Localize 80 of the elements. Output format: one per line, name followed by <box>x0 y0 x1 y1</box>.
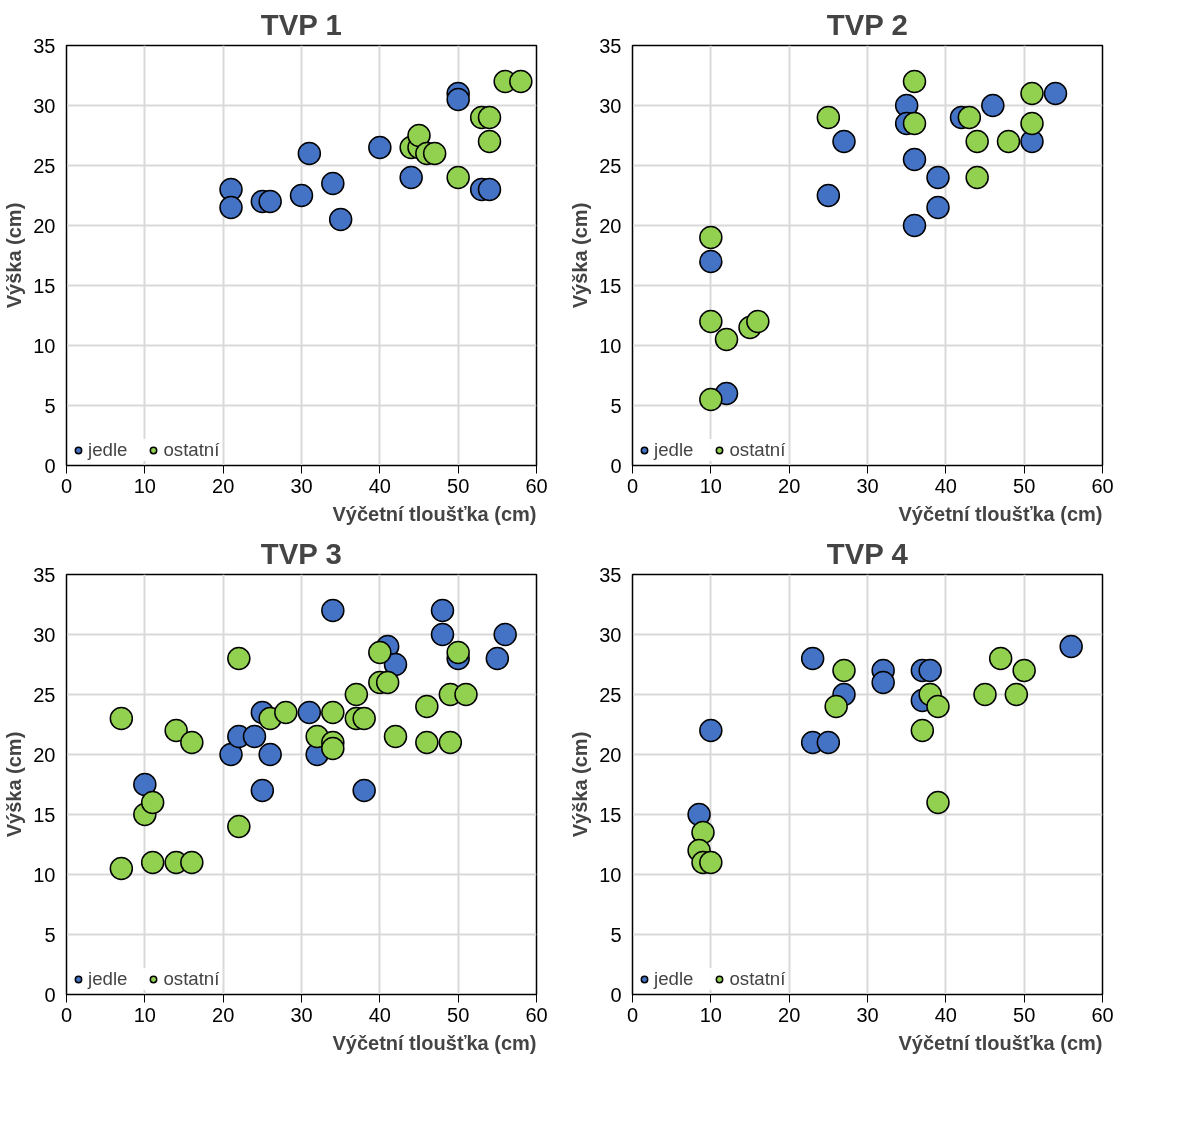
y-axis-title: Výška (cm) <box>3 202 26 309</box>
y-tick-label: 25 <box>33 683 56 706</box>
x-tick-label: 50 <box>447 1003 470 1026</box>
y-tick-label: 20 <box>33 214 56 237</box>
y-tick-label: 35 <box>33 563 56 586</box>
x-tick-label: 10 <box>699 474 722 497</box>
x-tick-label: 10 <box>133 1003 156 1026</box>
chart-title: TVP 3 <box>260 536 342 570</box>
y-tick-label: 15 <box>33 803 56 826</box>
y-tick-label: 5 <box>610 923 622 946</box>
y-tick-label: 35 <box>33 34 56 57</box>
legend-label: jedle <box>654 968 694 990</box>
x-tick-label: 0 <box>60 474 73 497</box>
x-tick-label: 40 <box>368 1003 391 1026</box>
x-tick-label: 50 <box>1013 474 1036 497</box>
y-tick-label: 25 <box>599 683 622 706</box>
y-tick-label: 20 <box>33 743 56 766</box>
y-tick-label: 5 <box>610 394 622 417</box>
x-axis-title: Výčetní tloušťka (cm) <box>332 502 537 525</box>
y-tick-label: 10 <box>599 334 622 357</box>
y-tick-label: 0 <box>44 454 56 477</box>
y-tick-label: 25 <box>599 154 622 177</box>
x-tick-label: 60 <box>525 1003 548 1026</box>
x-tick-label: 10 <box>133 474 156 497</box>
x-tick-label: 50 <box>1013 1003 1036 1026</box>
x-axis-title: Výčetní tloušťka (cm) <box>898 1031 1103 1054</box>
legend-label: ostatní <box>729 968 786 990</box>
x-tick-label: 20 <box>212 1003 235 1026</box>
y-tick-label: 35 <box>599 34 622 57</box>
y-tick-label: 5 <box>44 923 56 946</box>
y-tick-label: 10 <box>33 863 56 886</box>
y-axis-title: Výška (cm) <box>569 731 592 838</box>
y-tick-label: 30 <box>33 623 56 646</box>
x-tick-label: 40 <box>934 474 957 497</box>
x-tick-label: 40 <box>368 474 391 497</box>
y-tick-label: 0 <box>610 983 622 1006</box>
x-tick-label: 0 <box>60 1003 73 1026</box>
x-tick-label: 50 <box>447 474 470 497</box>
x-tick-label: 20 <box>778 1003 801 1026</box>
legend-label: jedle <box>654 439 694 461</box>
x-tick-label: 0 <box>626 474 639 497</box>
chart-title: TVP 2 <box>826 7 908 41</box>
y-tick-label: 10 <box>33 334 56 357</box>
legend-label: jedle <box>88 439 128 461</box>
y-tick-label: 15 <box>599 274 622 297</box>
x-tick-label: 0 <box>626 1003 639 1026</box>
x-tick-label: 30 <box>856 1003 879 1026</box>
legend-label: jedle <box>88 968 128 990</box>
legend-label: ostatní <box>163 968 220 990</box>
y-tick-label: 20 <box>599 743 622 766</box>
y-tick-label: 35 <box>599 563 622 586</box>
y-tick-label: 15 <box>599 803 622 826</box>
legend-label: ostatní <box>163 439 220 461</box>
y-tick-label: 10 <box>599 863 622 886</box>
x-tick-label: 10 <box>699 1003 722 1026</box>
x-tick-label: 20 <box>212 474 235 497</box>
x-axis-title: Výčetní tloušťka (cm) <box>332 1031 537 1054</box>
x-tick-label: 20 <box>778 474 801 497</box>
y-tick-label: 5 <box>44 394 56 417</box>
y-tick-label: 30 <box>33 94 56 117</box>
x-tick-label: 60 <box>1091 1003 1114 1026</box>
chart-title: TVP 4 <box>826 536 909 570</box>
y-tick-label: 0 <box>610 454 622 477</box>
y-tick-label: 20 <box>599 214 622 237</box>
chart-title: TVP 1 <box>260 7 342 41</box>
legend-label: ostatní <box>729 439 786 461</box>
y-axis-title: Výška (cm) <box>3 731 26 838</box>
x-axis-title: Výčetní tloušťka (cm) <box>898 502 1103 525</box>
x-tick-label: 40 <box>934 1003 957 1026</box>
x-tick-label: 30 <box>290 474 313 497</box>
y-tick-label: 30 <box>599 623 622 646</box>
y-tick-label: 30 <box>599 94 622 117</box>
x-tick-label: 60 <box>525 474 548 497</box>
x-tick-label: 60 <box>1091 474 1114 497</box>
y-tick-label: 15 <box>33 274 56 297</box>
y-axis-title: Výška (cm) <box>569 202 592 309</box>
y-tick-label: 25 <box>33 154 56 177</box>
x-tick-label: 30 <box>290 1003 313 1026</box>
y-tick-label: 0 <box>44 983 56 1006</box>
x-tick-label: 30 <box>856 474 879 497</box>
